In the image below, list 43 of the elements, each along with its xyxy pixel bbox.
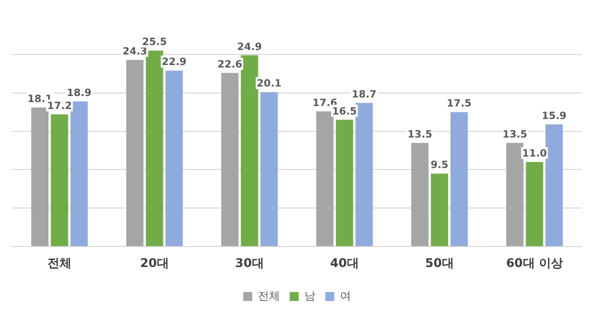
bar bbox=[70, 101, 88, 246]
data-label: 22.9 bbox=[162, 57, 187, 68]
data-label: 18.7 bbox=[352, 89, 377, 100]
bar bbox=[50, 114, 68, 246]
bar bbox=[126, 60, 144, 246]
x-tick-label: 전체 bbox=[48, 256, 72, 270]
x-tick-label: 20대 bbox=[140, 256, 169, 270]
bar bbox=[165, 70, 183, 246]
x-tick-label: 30대 bbox=[235, 256, 264, 270]
bar bbox=[506, 142, 524, 246]
data-label: 24.9 bbox=[237, 42, 262, 53]
bar bbox=[316, 111, 334, 246]
x-tick-label: 60대 이상 bbox=[506, 256, 563, 270]
bar bbox=[31, 107, 49, 246]
x-tick-label: 50대 bbox=[425, 256, 454, 270]
data-label: 25.5 bbox=[142, 37, 167, 48]
data-label: 22.6 bbox=[218, 59, 242, 70]
bar bbox=[336, 120, 354, 246]
data-label: 9.5 bbox=[430, 160, 448, 172]
bar bbox=[221, 72, 239, 246]
bar bbox=[411, 142, 429, 246]
data-label: 11.0 bbox=[522, 148, 547, 160]
legend-label: 남 bbox=[304, 289, 316, 302]
data-label: 17.2 bbox=[47, 100, 72, 112]
data-label: 16.5 bbox=[332, 106, 357, 118]
bar bbox=[545, 124, 563, 246]
bar bbox=[526, 162, 544, 246]
bar bbox=[450, 112, 468, 246]
data-label: 17.5 bbox=[446, 98, 472, 110]
data-label: 13.5 bbox=[408, 129, 432, 140]
bar bbox=[260, 92, 278, 246]
bar bbox=[355, 102, 373, 246]
legend-label: 전체 bbox=[258, 289, 280, 302]
bar bbox=[430, 174, 448, 246]
data-label: 13.5 bbox=[502, 129, 528, 140]
x-tick-label: 40대 bbox=[330, 256, 359, 270]
bar bbox=[240, 55, 258, 246]
data-label: 18.9 bbox=[66, 88, 92, 99]
data-label: 15.9 bbox=[542, 110, 567, 122]
data-label: 24.3 bbox=[122, 46, 148, 58]
legend-label: 여 bbox=[340, 289, 351, 302]
bar bbox=[146, 50, 164, 246]
data-label: 20.1 bbox=[256, 78, 282, 90]
